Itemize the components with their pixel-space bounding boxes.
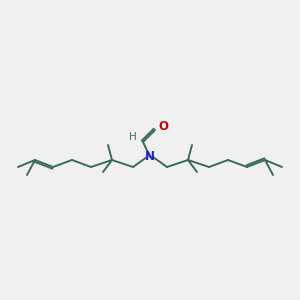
Text: H: H (129, 132, 137, 142)
Text: O: O (158, 121, 168, 134)
Text: N: N (145, 151, 155, 164)
